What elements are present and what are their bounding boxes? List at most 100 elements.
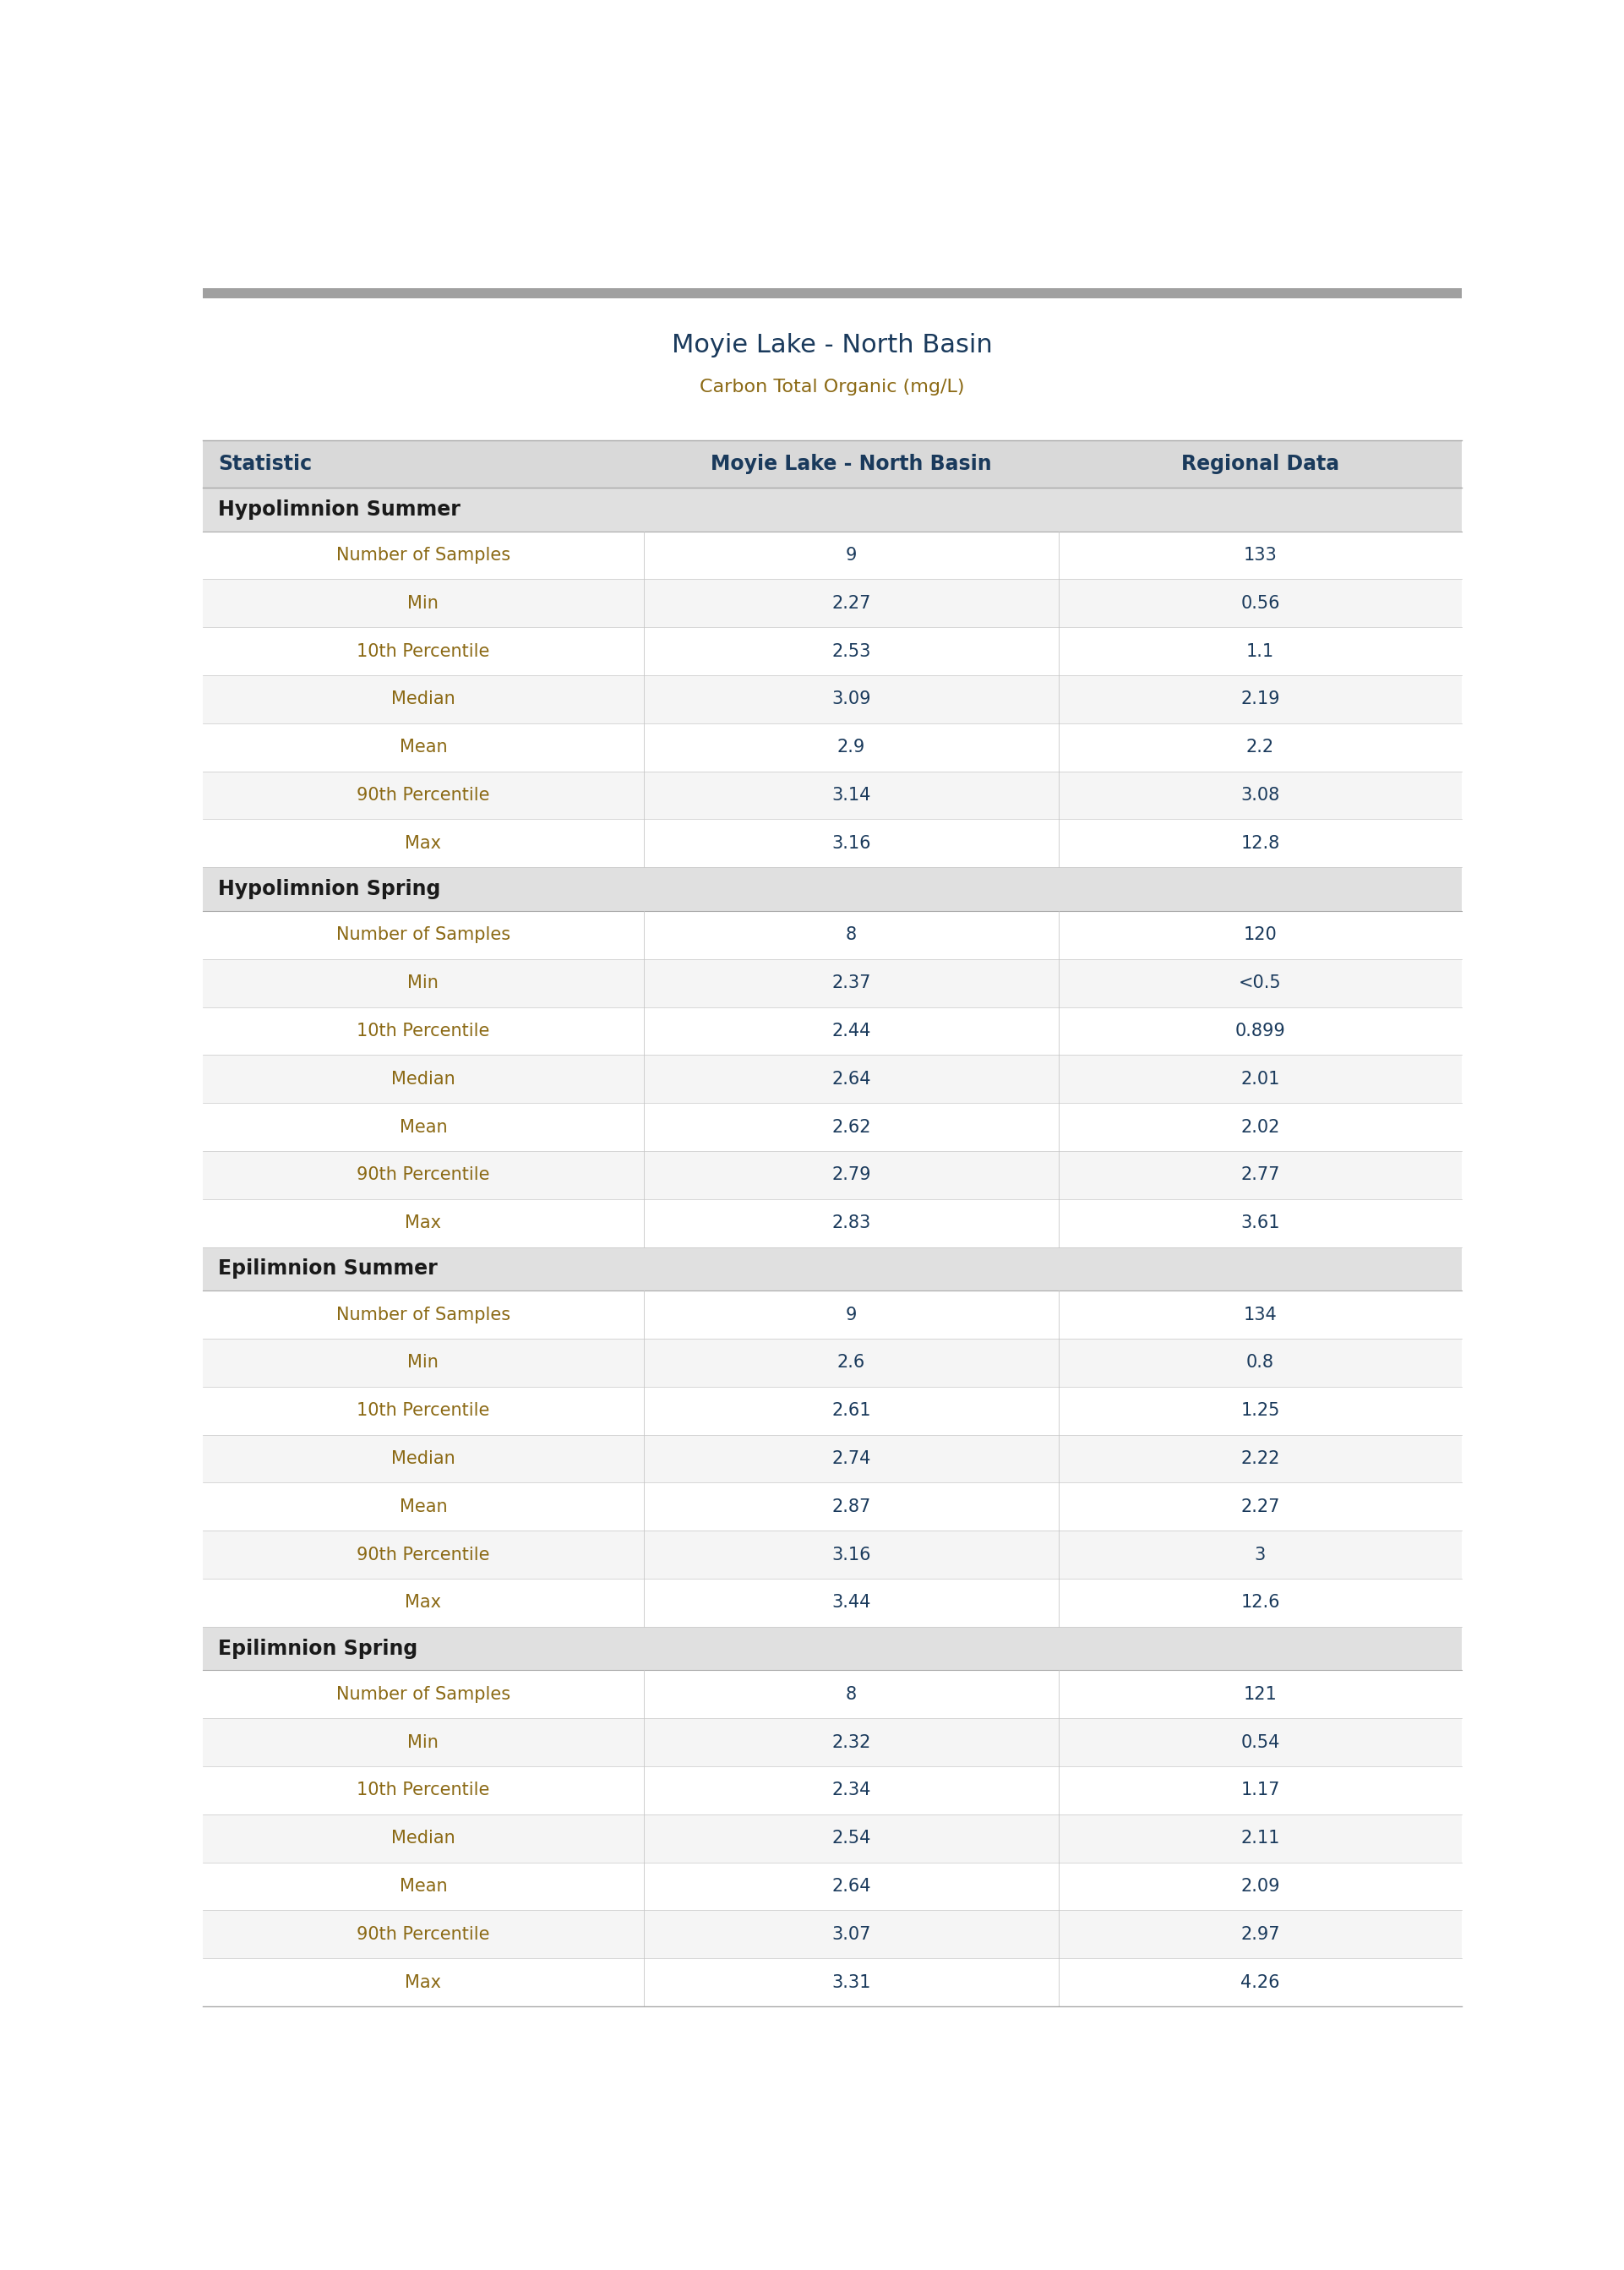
Text: 2.02: 2.02	[1241, 1119, 1280, 1135]
FancyBboxPatch shape	[203, 531, 1462, 579]
FancyBboxPatch shape	[203, 1056, 1462, 1103]
Text: 2.44: 2.44	[831, 1022, 870, 1040]
FancyBboxPatch shape	[203, 1814, 1462, 1861]
Text: 3.09: 3.09	[831, 690, 870, 708]
Text: 8: 8	[846, 1687, 857, 1702]
Text: 90th Percentile: 90th Percentile	[357, 788, 490, 804]
Text: 2.54: 2.54	[831, 1830, 870, 1848]
Text: Max: Max	[404, 835, 442, 851]
Text: 10th Percentile: 10th Percentile	[357, 1782, 490, 1798]
Text: 2.6: 2.6	[836, 1355, 866, 1371]
Text: Carbon Total Organic (mg/L): Carbon Total Organic (mg/L)	[700, 379, 965, 395]
FancyBboxPatch shape	[203, 1435, 1462, 1482]
Text: 8: 8	[846, 926, 857, 944]
Text: 90th Percentile: 90th Percentile	[357, 1925, 490, 1943]
FancyBboxPatch shape	[203, 1199, 1462, 1246]
Text: 0.899: 0.899	[1234, 1022, 1286, 1040]
FancyBboxPatch shape	[203, 958, 1462, 1008]
Text: Epilimnion Spring: Epilimnion Spring	[218, 1639, 417, 1659]
Text: Number of Samples: Number of Samples	[336, 926, 510, 944]
Text: Max: Max	[404, 1975, 442, 1991]
Text: Max: Max	[404, 1214, 442, 1230]
Text: Hypolimnion Summer: Hypolimnion Summer	[218, 499, 461, 520]
FancyBboxPatch shape	[203, 1671, 1462, 1718]
Text: 134: 134	[1244, 1305, 1276, 1323]
Text: 1.1: 1.1	[1246, 642, 1275, 661]
Text: Mean: Mean	[400, 1119, 447, 1135]
Text: Min: Min	[408, 974, 438, 992]
Text: Min: Min	[408, 1355, 438, 1371]
FancyBboxPatch shape	[203, 674, 1462, 724]
Text: 3.16: 3.16	[831, 835, 870, 851]
FancyBboxPatch shape	[203, 440, 1462, 488]
Text: 2.01: 2.01	[1241, 1071, 1280, 1087]
FancyBboxPatch shape	[203, 1387, 1462, 1435]
FancyBboxPatch shape	[203, 910, 1462, 958]
Text: 10th Percentile: 10th Percentile	[357, 642, 490, 661]
Text: 2.22: 2.22	[1241, 1451, 1280, 1466]
Text: 2.61: 2.61	[831, 1403, 870, 1419]
Text: 2.97: 2.97	[1241, 1925, 1280, 1943]
Text: 2.79: 2.79	[831, 1167, 870, 1183]
Text: 9: 9	[846, 547, 857, 563]
Text: Statistic: Statistic	[218, 454, 312, 474]
Text: 3.16: 3.16	[831, 1546, 870, 1564]
Text: 90th Percentile: 90th Percentile	[357, 1167, 490, 1183]
Text: 121: 121	[1244, 1687, 1276, 1702]
Text: Moyie Lake - North Basin: Moyie Lake - North Basin	[672, 334, 992, 356]
Text: Moyie Lake - North Basin: Moyie Lake - North Basin	[711, 454, 992, 474]
Text: 2.74: 2.74	[831, 1451, 870, 1466]
Text: Mean: Mean	[400, 1877, 447, 1895]
FancyBboxPatch shape	[203, 1718, 1462, 1766]
FancyBboxPatch shape	[203, 288, 1462, 300]
FancyBboxPatch shape	[203, 1103, 1462, 1151]
Text: Hypolimnion Spring: Hypolimnion Spring	[218, 878, 440, 899]
Text: Number of Samples: Number of Samples	[336, 1305, 510, 1323]
Text: 3.07: 3.07	[831, 1925, 870, 1943]
Text: 4.26: 4.26	[1241, 1975, 1280, 1991]
Text: Median: Median	[391, 1451, 455, 1466]
FancyBboxPatch shape	[203, 1911, 1462, 1959]
Text: Mean: Mean	[400, 738, 447, 756]
Text: 2.09: 2.09	[1241, 1877, 1280, 1895]
Text: 3.61: 3.61	[1241, 1214, 1280, 1230]
FancyBboxPatch shape	[203, 819, 1462, 867]
FancyBboxPatch shape	[203, 627, 1462, 674]
Text: 2.27: 2.27	[831, 595, 870, 613]
Text: 2.64: 2.64	[831, 1071, 870, 1087]
Text: Number of Samples: Number of Samples	[336, 547, 510, 563]
Text: 10th Percentile: 10th Percentile	[357, 1403, 490, 1419]
Text: 0.8: 0.8	[1246, 1355, 1275, 1371]
FancyBboxPatch shape	[203, 1292, 1462, 1339]
Text: 2.53: 2.53	[831, 642, 870, 661]
Text: 2.9: 2.9	[836, 738, 866, 756]
Text: Epilimnion Summer: Epilimnion Summer	[218, 1258, 437, 1278]
FancyBboxPatch shape	[203, 1959, 1462, 2007]
FancyBboxPatch shape	[203, 1482, 1462, 1530]
FancyBboxPatch shape	[203, 1530, 1462, 1578]
Text: 2.77: 2.77	[1241, 1167, 1280, 1183]
FancyBboxPatch shape	[203, 1861, 1462, 1911]
Text: Median: Median	[391, 1071, 455, 1087]
FancyBboxPatch shape	[203, 867, 1462, 910]
Text: 2.2: 2.2	[1246, 738, 1275, 756]
Text: Median: Median	[391, 690, 455, 708]
Text: 133: 133	[1244, 547, 1276, 563]
Text: Mean: Mean	[400, 1498, 447, 1514]
Text: 1.17: 1.17	[1241, 1782, 1280, 1798]
Text: 2.32: 2.32	[831, 1734, 870, 1750]
FancyBboxPatch shape	[203, 1628, 1462, 1671]
Text: <0.5: <0.5	[1239, 974, 1281, 992]
Text: 2.34: 2.34	[831, 1782, 870, 1798]
Text: 2.19: 2.19	[1241, 690, 1280, 708]
Text: 2.87: 2.87	[831, 1498, 870, 1514]
Text: 3.14: 3.14	[831, 788, 870, 804]
Text: 1.25: 1.25	[1241, 1403, 1280, 1419]
Text: 0.54: 0.54	[1241, 1734, 1280, 1750]
Text: Regional Data: Regional Data	[1181, 454, 1340, 474]
Text: 10th Percentile: 10th Percentile	[357, 1022, 490, 1040]
Text: 12.6: 12.6	[1241, 1594, 1280, 1612]
Text: 90th Percentile: 90th Percentile	[357, 1546, 490, 1564]
Text: Number of Samples: Number of Samples	[336, 1687, 510, 1702]
FancyBboxPatch shape	[203, 1766, 1462, 1814]
